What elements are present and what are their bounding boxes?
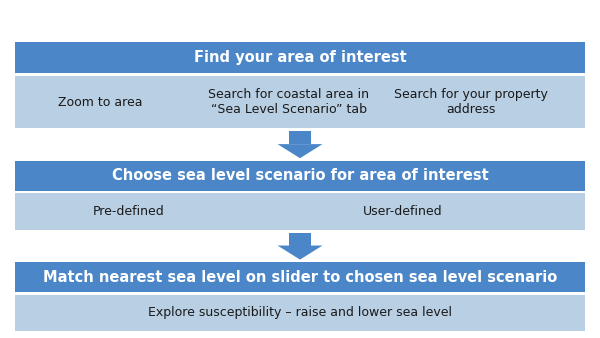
Text: Search for coastal area in
“Sea Level Scenario” tab: Search for coastal area in “Sea Level Sc… xyxy=(208,88,369,116)
Text: Choose sea level scenario for area of interest: Choose sea level scenario for area of in… xyxy=(112,168,488,183)
Polygon shape xyxy=(277,245,323,260)
Bar xyxy=(15,193,585,230)
Text: Pre-defined: Pre-defined xyxy=(93,205,165,218)
Bar xyxy=(15,76,585,128)
Bar xyxy=(15,262,585,292)
Text: Find your area of interest: Find your area of interest xyxy=(194,50,406,65)
Bar xyxy=(15,161,585,191)
Bar xyxy=(15,295,585,331)
Bar xyxy=(15,42,585,73)
Text: Explore susceptibility – raise and lower sea level: Explore susceptibility – raise and lower… xyxy=(148,307,452,319)
Text: Match nearest sea level on slider to chosen sea level scenario: Match nearest sea level on slider to cho… xyxy=(43,270,557,285)
Text: User-defined: User-defined xyxy=(363,205,442,218)
Bar xyxy=(289,131,311,144)
Text: Search for your property
address: Search for your property address xyxy=(394,88,548,116)
Text: Zoom to area: Zoom to area xyxy=(58,96,143,109)
Bar xyxy=(289,233,311,245)
Polygon shape xyxy=(277,144,323,158)
